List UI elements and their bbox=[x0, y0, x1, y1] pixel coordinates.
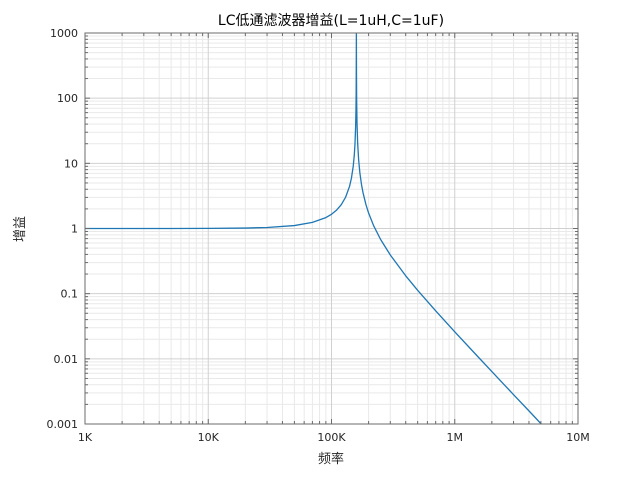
y-tick-label: 1 bbox=[71, 223, 78, 236]
x-tick-label: 10K bbox=[198, 431, 220, 444]
y-tick-label: 0.01 bbox=[54, 353, 79, 366]
y-tick-label: 0.1 bbox=[61, 288, 79, 301]
y-tick-label: 10 bbox=[64, 157, 78, 170]
x-tick-label: 10M bbox=[566, 431, 590, 444]
y-tick-label: 0.001 bbox=[47, 418, 79, 431]
y-tick-label: 100 bbox=[57, 92, 78, 105]
x-axis-label: 频率 bbox=[318, 451, 344, 467]
x-tick-label: 1K bbox=[78, 431, 93, 444]
major-gridlines bbox=[85, 33, 578, 424]
gain-curve bbox=[85, 33, 542, 424]
y-tick-label: 1000 bbox=[50, 27, 78, 40]
tick-labels: 1K 10K 100K 1M 10M 1000 100 10 1 0.1 0.01 0.001 bbox=[47, 27, 590, 444]
x-tick-label: 100K bbox=[317, 431, 346, 444]
x-tick-label: 1M bbox=[447, 431, 464, 444]
y-axis-label: 增益 bbox=[13, 216, 28, 242]
chart-title: LC低通滤波器增益(L=1uH,C=1uF) bbox=[218, 13, 444, 29]
curve-layer bbox=[85, 33, 542, 424]
tick-marks bbox=[84, 32, 579, 425]
